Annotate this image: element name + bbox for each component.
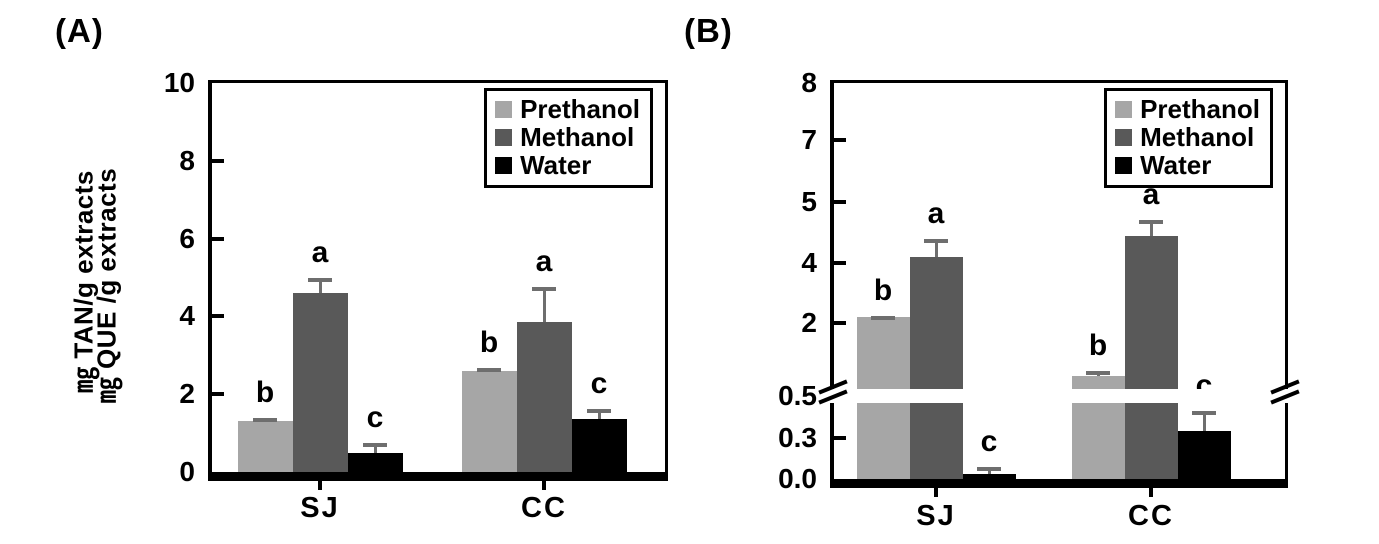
- error-bar-stem: [373, 442, 377, 453]
- legend-label: Water: [1140, 150, 1212, 180]
- legend-item-prethanol: Prethanol: [495, 95, 640, 123]
- bar-cc-methanol: [1124, 235, 1178, 479]
- significance-letter: c: [590, 366, 608, 400]
- bar-cc-water: [1177, 430, 1231, 479]
- y-tick-mark: [834, 321, 846, 325]
- error-bar-stem: [934, 238, 938, 257]
- y-tick-label: 6: [179, 222, 195, 254]
- x-category-label-cc: CC: [1128, 500, 1174, 532]
- error-bar-stem: [542, 287, 546, 323]
- error-bar-cap: [477, 367, 501, 372]
- error-bar-cap: [308, 277, 332, 282]
- axis-break-band: [830, 389, 1288, 403]
- y-tick-label: 0.5: [778, 380, 817, 411]
- x-category-label-cc: CC: [521, 492, 567, 524]
- bar-cc-methanol: [516, 322, 572, 472]
- y-tick-mark: [834, 138, 846, 142]
- error-bar-cap: [587, 408, 611, 413]
- y-tick-label: 2: [801, 307, 817, 338]
- y-tick-mark: [212, 392, 224, 397]
- legend-item-prethanol: Prethanol: [1115, 95, 1260, 123]
- legend-label: Prethanol: [1140, 94, 1260, 124]
- significance-letter: a: [535, 245, 553, 279]
- y-tick-label: 7: [801, 124, 817, 155]
- significance-letter: c: [980, 424, 998, 458]
- legend-item-methanol: Methanol: [1115, 123, 1260, 151]
- panel-label-b: (B): [684, 12, 733, 49]
- y-tick-label: 8: [801, 67, 817, 98]
- significance-letter: b: [873, 273, 893, 307]
- plot-area-a: b a c b a c Prethanol Methanol Water: [208, 80, 668, 481]
- error-bar-stem: [597, 408, 601, 420]
- y-tick-label: 0.3: [778, 422, 817, 453]
- y-tick-label: 0: [179, 456, 195, 487]
- plot-area-b: b a c b a c Prethanol Methanol Water: [818, 80, 1300, 488]
- y-tick-label: 4: [179, 300, 195, 332]
- x-category-label-sj: SJ: [916, 500, 956, 532]
- legend-label: Methanol: [520, 122, 635, 152]
- significance-letter: b: [479, 325, 499, 359]
- y-tick-label: 5: [801, 186, 817, 217]
- legend-item-methanol: Methanol: [495, 123, 640, 151]
- y-tick-mark: [212, 236, 224, 241]
- y-tick-label: 4: [801, 247, 817, 278]
- legend-swatch-methanol: [495, 128, 513, 146]
- legend-label: Methanol: [1140, 122, 1255, 152]
- bar-sj-water: [962, 473, 1016, 479]
- error-bar-cap: [1086, 371, 1110, 376]
- significance-letter: b: [1088, 329, 1108, 363]
- y-tick-mark: [834, 200, 846, 204]
- legend-swatch-methanol: [1115, 128, 1133, 146]
- bar-sj-prethanol: [237, 421, 293, 472]
- significance-letter: c: [366, 400, 384, 434]
- legend-swatch-prethanol: [1115, 100, 1133, 118]
- significance-letter: a: [927, 196, 945, 230]
- x-tick-mark: [542, 481, 546, 490]
- error-bar-cap: [924, 238, 948, 243]
- x-tick-mark: [1149, 488, 1153, 497]
- y-tick-label: 10: [163, 67, 195, 98]
- y-tick-mark: [834, 261, 846, 265]
- bar-cc-water: [571, 419, 627, 472]
- legend-label: Water: [520, 150, 592, 180]
- x-tick-mark: [318, 481, 322, 490]
- legend-label: Prethanol: [520, 94, 640, 124]
- bar-sj-water: [347, 452, 403, 472]
- legend-box: Prethanol Methanol Water: [484, 88, 653, 188]
- significance-letter: b: [255, 375, 275, 409]
- error-bar-cap: [977, 466, 1001, 471]
- bar-sj-methanol: [909, 256, 963, 479]
- error-bar-cap: [363, 442, 387, 447]
- legend-swatch-water: [1115, 156, 1133, 174]
- y-tick-mark: [212, 314, 224, 319]
- legend-item-water: Water: [1115, 151, 1260, 179]
- y-tick-label: 0.0: [778, 463, 817, 494]
- significance-letter: a: [311, 235, 329, 269]
- error-bar-stem: [1202, 411, 1206, 431]
- error-bar-cap: [253, 417, 277, 422]
- y-tick-mark: [212, 158, 224, 163]
- error-bar-stem: [1149, 220, 1153, 236]
- error-bar-cap: [1192, 411, 1216, 416]
- bar-sj-methanol: [292, 293, 348, 472]
- error-bar-cap: [532, 287, 556, 292]
- x-category-label-sj: SJ: [300, 492, 340, 524]
- y-tick-label: 2: [179, 378, 195, 410]
- legend-swatch-water: [495, 156, 513, 174]
- y-tick-mark: [834, 436, 846, 440]
- legend-box: Prethanol Methanol Water: [1104, 88, 1273, 188]
- error-bar-cap: [871, 315, 895, 320]
- x-tick-mark: [934, 488, 938, 497]
- error-bar-stem: [318, 277, 322, 294]
- bar-cc-prethanol: [461, 370, 517, 472]
- error-bar-cap: [1139, 220, 1163, 225]
- panel-label-a: (A): [55, 12, 104, 49]
- legend-swatch-prethanol: [495, 100, 513, 118]
- y-tick-label: 8: [179, 144, 195, 176]
- legend-item-water: Water: [495, 151, 640, 179]
